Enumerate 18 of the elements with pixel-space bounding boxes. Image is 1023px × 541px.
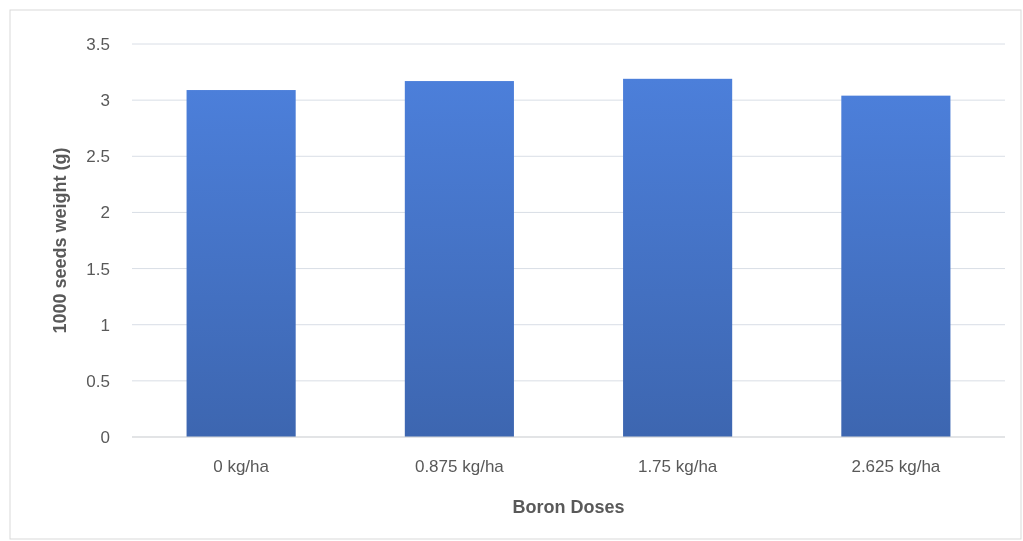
bar [623,78,733,437]
x-tick-label: 0 kg/ha [213,457,270,476]
y-tick-label: 3 [100,91,110,111]
y-axis-title: 1000 seeds weight (g) [50,147,70,334]
y-tick-label: 2 [100,203,110,223]
y-tick-label: 2.5 [86,147,110,167]
x-axis-title: Boron Doses [512,497,625,517]
y-tick-label: 0 [100,427,110,447]
bar [841,95,951,437]
x-tick-label: 2.625 kg/ha [851,457,941,476]
x-tick-label: 1.75 kg/ha [637,457,718,476]
y-tick-label: 1 [100,315,110,335]
y-tick-label: 0.5 [86,371,110,391]
x-tick-label: 0.875 kg/ha [414,457,505,476]
bar [404,81,514,437]
y-tick-label: 1.5 [86,259,110,279]
y-tick-label: 3.5 [86,34,110,54]
bar [186,90,296,437]
